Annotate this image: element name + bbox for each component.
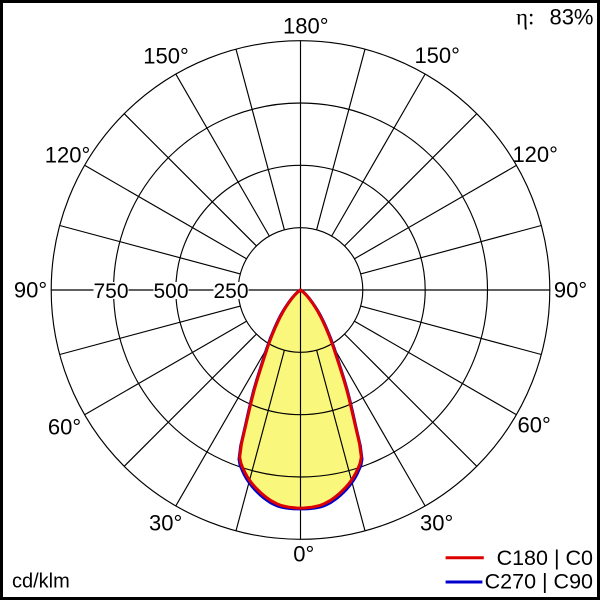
svg-text:180°: 180° (283, 14, 329, 39)
svg-text:90°: 90° (554, 278, 587, 303)
svg-text:150°: 150° (414, 43, 460, 68)
svg-text:750: 750 (93, 280, 128, 303)
svg-text:60°: 60° (48, 415, 81, 440)
svg-text:500: 500 (153, 280, 188, 303)
svg-text:83%: 83% (549, 4, 593, 29)
svg-text:90°: 90° (14, 278, 47, 303)
svg-text:120°: 120° (45, 142, 91, 167)
svg-text:30°: 30° (149, 511, 182, 536)
svg-text:120°: 120° (512, 142, 558, 167)
svg-text:30°: 30° (420, 511, 453, 536)
svg-text:cd/klm: cd/klm (12, 571, 70, 593)
svg-text:η:: η: (516, 4, 534, 29)
svg-text:150°: 150° (143, 43, 189, 68)
svg-text:C270 | C90: C270 | C90 (485, 570, 593, 594)
svg-text:0°: 0° (293, 542, 314, 567)
svg-text:250: 250 (213, 280, 248, 303)
svg-text:C180 | C0: C180 | C0 (497, 546, 593, 570)
svg-text:60°: 60° (518, 413, 551, 438)
